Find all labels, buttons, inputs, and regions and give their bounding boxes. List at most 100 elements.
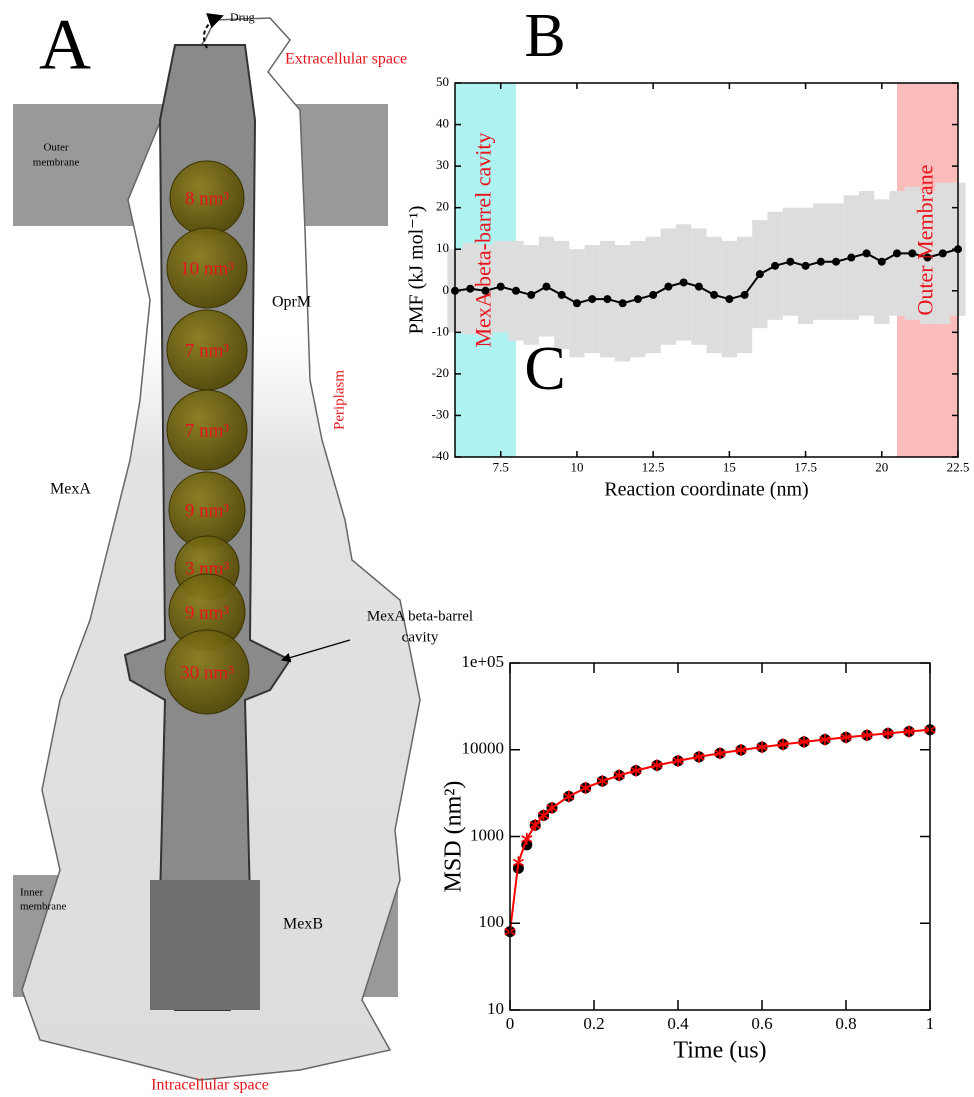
star-marker — [882, 727, 894, 740]
point — [694, 282, 703, 291]
x-tick-label: 0.2 — [583, 1014, 604, 1033]
point — [572, 299, 581, 308]
star-marker — [546, 801, 558, 814]
point — [542, 282, 551, 291]
plot-area — [510, 663, 930, 1010]
sphere-label: 7 nm³ — [185, 340, 230, 361]
point — [771, 261, 780, 270]
point — [618, 299, 627, 308]
y-tick-label: 0 — [443, 282, 450, 297]
star-marker — [538, 809, 550, 822]
plot-frame — [454, 82, 959, 458]
point — [679, 278, 688, 287]
star-marker — [756, 741, 768, 754]
point — [877, 257, 886, 266]
region-label: MexA beta-barrel cavity — [471, 132, 496, 347]
point — [664, 282, 673, 291]
y-tick-label: 50 — [436, 74, 449, 89]
point — [557, 290, 566, 299]
star-marker — [735, 744, 747, 757]
label: membrane — [33, 157, 80, 169]
point — [862, 249, 871, 258]
star-marker — [840, 731, 852, 744]
y-tick-label: -10 — [432, 323, 449, 338]
star-marker — [693, 750, 705, 763]
y-tick-label: 1e+05 — [461, 652, 504, 671]
star-marker — [529, 819, 541, 832]
sphere — [166, 389, 248, 471]
point — [496, 282, 505, 291]
sphere-label: 3 nm³ — [185, 558, 230, 579]
y-tick-label: 10 — [436, 240, 449, 255]
point — [481, 286, 490, 295]
x-axis-label: Time (us) — [673, 1038, 766, 1064]
sphere — [166, 227, 248, 309]
label: Drug — [230, 10, 255, 24]
y-axis-label: PMF (kJ mol⁻¹) — [406, 206, 428, 335]
point — [588, 295, 597, 304]
point — [603, 295, 612, 304]
point — [466, 284, 475, 293]
x-tick-label: 20 — [875, 460, 888, 475]
star-marker — [512, 856, 524, 869]
point — [832, 257, 841, 266]
region-label: Outer Membrane — [913, 165, 938, 316]
panel-label: B — [524, 2, 565, 70]
x-tick-label: 15 — [723, 460, 736, 475]
sphere-label: 9 nm³ — [185, 602, 230, 623]
star-marker — [630, 764, 642, 777]
x-tick-label: 12.5 — [642, 460, 665, 475]
x-tick-label: 0.8 — [835, 1014, 856, 1033]
chart: 7.5 10 12.5 15 17.5 20 22.5 -40 -30 -20 -10 0 10 20 30… — [406, 2, 970, 500]
cavity-arrow — [280, 639, 351, 663]
point — [923, 253, 932, 262]
x-axis-label: Reaction coordinate (nm) — [604, 479, 808, 501]
x-tick-label: 1 — [926, 1014, 935, 1033]
spheres: 8 nm³ 10 nm³ 7 nm³ 7 nm³ 9 nm³ 3 nm³ 9 nm³ 30 n… — [164, 160, 250, 715]
y-tick-label: 100 — [479, 912, 505, 931]
y-axis-label: MSD (nm²) — [441, 781, 467, 893]
sphere-label: 10 nm³ — [180, 258, 234, 279]
point — [527, 290, 536, 299]
x-tick-label: 10 — [570, 460, 583, 475]
point — [938, 249, 947, 258]
label: Extracellular space — [285, 51, 407, 68]
star-marker — [819, 733, 831, 746]
star-marker — [861, 729, 873, 742]
y-tick-label: 1000 — [470, 825, 504, 844]
star-marker — [613, 769, 625, 782]
point — [786, 257, 795, 266]
y-tick-label: 10 — [487, 999, 504, 1018]
panel-label: A — [39, 5, 91, 85]
point — [908, 249, 917, 258]
star-marker — [903, 725, 915, 738]
star-marker — [580, 781, 592, 794]
y-tick-label: 10000 — [462, 739, 505, 758]
y-tick-label: -20 — [432, 365, 449, 380]
y-tick-label: 20 — [436, 199, 449, 214]
label: Inner — [20, 887, 44, 899]
point — [740, 290, 749, 299]
star-marker — [777, 738, 789, 751]
label: cavity — [402, 629, 439, 645]
star-marker — [798, 735, 810, 748]
star-marker — [651, 759, 663, 772]
y-tick-label: -30 — [432, 406, 449, 421]
sphere-label: 8 nm³ — [185, 188, 230, 209]
y-tick-label: -40 — [432, 448, 449, 463]
label: MexA beta-barrel — [367, 608, 473, 624]
point — [633, 295, 642, 304]
point — [816, 257, 825, 266]
label: Outer — [43, 142, 68, 154]
sphere-label: 30 nm³ — [180, 662, 234, 683]
point — [801, 261, 810, 270]
point — [511, 286, 520, 295]
x-tick-label: 0 — [506, 1014, 515, 1033]
x-tick-label: 22.5 — [947, 460, 970, 475]
panel-a: 8 nm³ 10 nm³ 7 nm³ 7 nm³ 9 nm³ 3 nm³ 9 nm³ 30 n… — [13, 5, 473, 1094]
star-marker — [563, 790, 575, 803]
sphere — [164, 629, 250, 715]
sphere-label: 9 nm³ — [185, 500, 230, 521]
